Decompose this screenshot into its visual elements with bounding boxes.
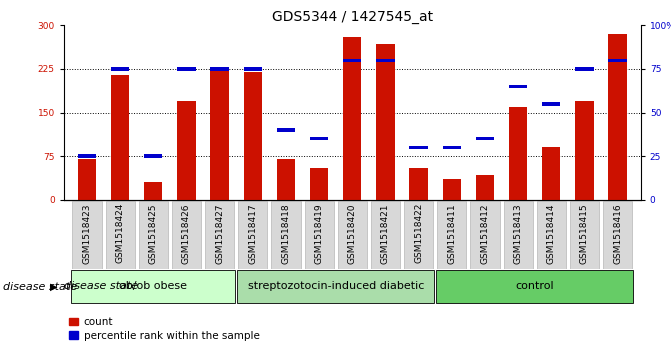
Bar xyxy=(310,137,328,140)
FancyBboxPatch shape xyxy=(271,201,301,269)
Text: GSM1518427: GSM1518427 xyxy=(215,203,224,264)
Text: GSM1518415: GSM1518415 xyxy=(580,203,589,264)
Text: streptozotocin-induced diabetic: streptozotocin-induced diabetic xyxy=(248,281,424,291)
FancyBboxPatch shape xyxy=(503,201,533,269)
Bar xyxy=(443,179,461,200)
Text: ▶: ▶ xyxy=(50,282,57,292)
Text: GSM1518426: GSM1518426 xyxy=(182,203,191,264)
Text: GSM1518420: GSM1518420 xyxy=(348,203,357,264)
Bar xyxy=(277,159,295,200)
Bar xyxy=(78,159,96,200)
FancyBboxPatch shape xyxy=(570,201,599,269)
FancyBboxPatch shape xyxy=(238,201,267,269)
FancyBboxPatch shape xyxy=(205,201,234,269)
FancyBboxPatch shape xyxy=(436,270,633,303)
Bar xyxy=(244,72,262,200)
Bar xyxy=(376,44,395,200)
Text: GSM1518413: GSM1518413 xyxy=(513,203,523,264)
FancyBboxPatch shape xyxy=(237,270,434,303)
Bar xyxy=(575,101,594,200)
Bar xyxy=(343,37,362,200)
FancyBboxPatch shape xyxy=(305,201,333,269)
Bar xyxy=(177,101,195,200)
Text: GSM1518411: GSM1518411 xyxy=(448,203,456,264)
Text: GSM1518419: GSM1518419 xyxy=(315,203,323,264)
Text: GSM1518417: GSM1518417 xyxy=(248,203,257,264)
Text: disease state: disease state xyxy=(3,282,77,292)
Bar xyxy=(609,58,627,62)
FancyBboxPatch shape xyxy=(72,201,101,269)
Text: disease state: disease state xyxy=(64,281,138,291)
Bar xyxy=(343,58,362,62)
Bar xyxy=(211,67,229,71)
Bar xyxy=(409,146,427,149)
Text: GSM1518423: GSM1518423 xyxy=(83,203,91,264)
Text: GSM1518424: GSM1518424 xyxy=(115,203,125,264)
Bar xyxy=(476,175,494,200)
FancyBboxPatch shape xyxy=(404,201,433,269)
Bar xyxy=(575,67,594,71)
Bar xyxy=(111,67,130,71)
Title: GDS5344 / 1427545_at: GDS5344 / 1427545_at xyxy=(272,11,433,24)
Text: GSM1518425: GSM1518425 xyxy=(149,203,158,264)
Bar xyxy=(443,146,461,149)
Bar xyxy=(609,34,627,200)
FancyBboxPatch shape xyxy=(105,201,135,269)
Bar xyxy=(144,182,162,200)
Bar xyxy=(111,75,130,200)
FancyBboxPatch shape xyxy=(172,201,201,269)
Bar xyxy=(144,154,162,158)
Bar xyxy=(244,67,262,71)
Bar xyxy=(78,154,96,158)
FancyBboxPatch shape xyxy=(437,201,466,269)
Bar xyxy=(509,107,527,200)
Text: GSM1518416: GSM1518416 xyxy=(613,203,622,264)
Legend: count, percentile rank within the sample: count, percentile rank within the sample xyxy=(69,317,260,340)
Bar xyxy=(211,71,229,200)
Bar xyxy=(310,168,328,200)
FancyBboxPatch shape xyxy=(71,270,236,303)
FancyBboxPatch shape xyxy=(371,201,400,269)
Bar xyxy=(476,137,494,140)
Bar xyxy=(177,67,195,71)
Text: control: control xyxy=(515,281,554,291)
Bar xyxy=(409,168,427,200)
Text: GSM1518422: GSM1518422 xyxy=(414,203,423,264)
Bar xyxy=(509,85,527,88)
Text: GSM1518412: GSM1518412 xyxy=(480,203,489,264)
Bar xyxy=(542,147,560,200)
FancyBboxPatch shape xyxy=(537,201,566,269)
FancyBboxPatch shape xyxy=(470,201,499,269)
Text: GSM1518421: GSM1518421 xyxy=(381,203,390,264)
FancyBboxPatch shape xyxy=(338,201,367,269)
Text: GSM1518418: GSM1518418 xyxy=(281,203,291,264)
Text: GSM1518414: GSM1518414 xyxy=(547,203,556,264)
Bar xyxy=(376,58,395,62)
Bar xyxy=(542,102,560,106)
Bar xyxy=(277,128,295,132)
FancyBboxPatch shape xyxy=(603,201,632,269)
FancyBboxPatch shape xyxy=(139,201,168,269)
Text: ob/ob obese: ob/ob obese xyxy=(119,281,187,291)
